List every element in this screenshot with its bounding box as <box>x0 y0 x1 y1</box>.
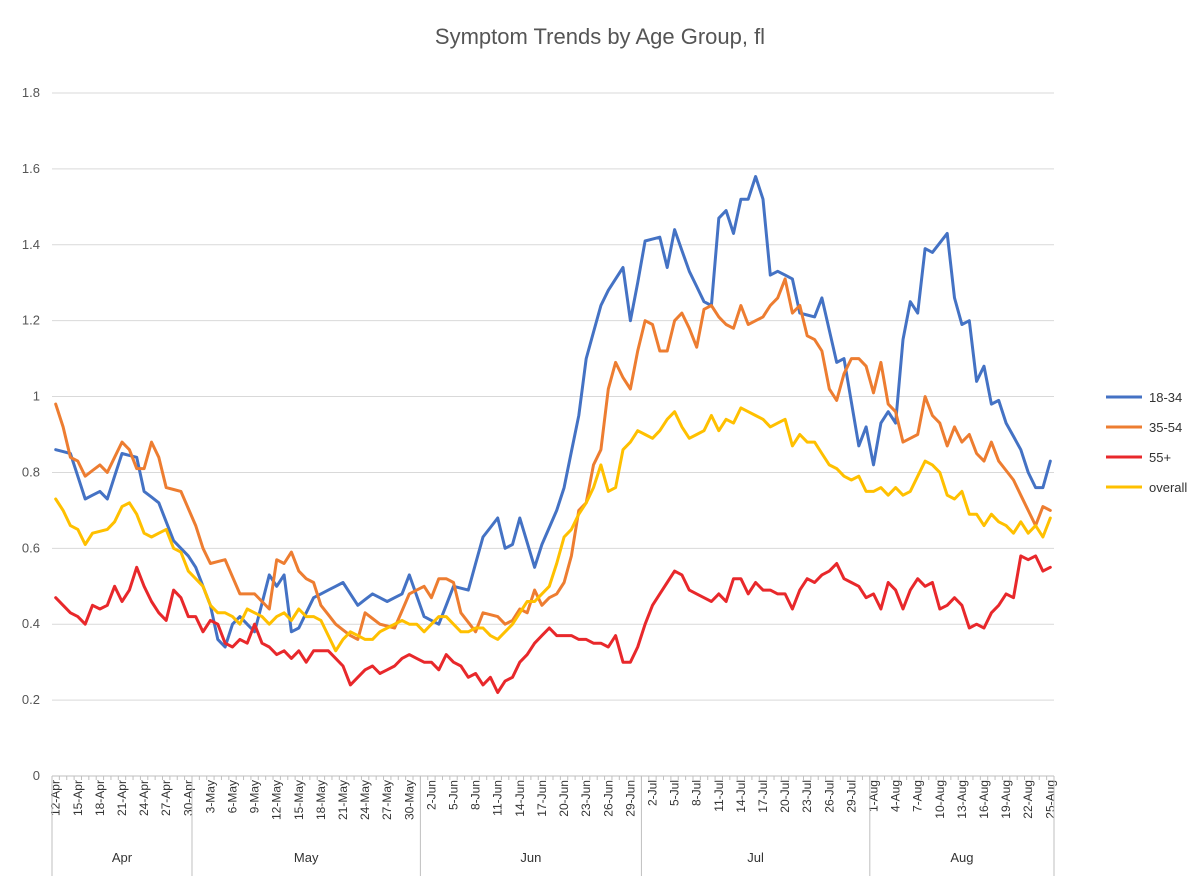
x-tick-label: 24-Apr <box>137 780 151 816</box>
x-tick-label: 17-Jun <box>535 780 549 817</box>
series-line-18-34 <box>54 175 1052 649</box>
legend-label-18-34: 18-34 <box>1149 390 1182 405</box>
x-tick-label: 21-Apr <box>115 780 129 816</box>
x-tick-label: 5-Jul <box>668 780 682 806</box>
x-tick-label: 5-Jun <box>447 780 461 810</box>
x-tick-label: 18-May <box>314 780 328 820</box>
x-tick-label: 9-May <box>248 780 262 813</box>
x-tick-label: 16-Aug <box>977 780 991 819</box>
x-tick-label: 8-Jul <box>690 780 704 806</box>
y-tick-label: 0 <box>33 768 40 783</box>
x-tick-label: 27-Apr <box>159 780 173 816</box>
x-tick-label: 17-Jul <box>756 780 770 813</box>
x-tick-label: 20-Jul <box>778 780 792 813</box>
x-tick-label: 15-Apr <box>71 780 85 816</box>
legend: 18-34 35-54 55+ overall <box>1106 390 1187 495</box>
chart-title: Symptom Trends by Age Group, fl <box>435 24 765 49</box>
series-line-35-54 <box>54 277 1052 641</box>
x-tick-label: 21-May <box>336 780 350 820</box>
series-lines <box>54 175 1052 694</box>
y-tick-label: 0.4 <box>22 616 40 631</box>
x-tick-label: 6-May <box>226 780 240 813</box>
x-tick-label: 30-May <box>402 780 416 820</box>
x-tick-label: 23-Jun <box>579 780 593 817</box>
x-tick-label: 14-Jun <box>513 780 527 817</box>
x-tick-label: 1-Aug <box>866 780 880 812</box>
x-tick-label: 18-Apr <box>93 780 107 816</box>
y-tick-label: 1.4 <box>22 237 40 252</box>
x-tick-label: 29-Jul <box>844 780 858 813</box>
y-tick-label: 1.8 <box>22 85 40 100</box>
legend-label-35-54: 35-54 <box>1149 420 1182 435</box>
x-tick-label: 26-Jun <box>601 780 615 817</box>
x-tick-label: 23-Jul <box>800 780 814 813</box>
series-line-55- <box>54 554 1052 694</box>
x-axis: 12-Apr 15-Apr 18-Apr 21-Apr 24-Apr 27-Apr 30-A… <box>49 775 1057 876</box>
y-tick-label: 1.6 <box>22 161 40 176</box>
series-line-overall <box>54 406 1052 653</box>
x-tick-label: 29-Jun <box>623 780 637 817</box>
x-tick-label: 24-May <box>358 780 372 820</box>
x-tick-label: 20-Jun <box>557 780 571 817</box>
x-tick-label: 4-Aug <box>889 780 903 812</box>
y-tick-label: 1.2 <box>22 313 40 328</box>
month-label: Aug <box>950 850 973 865</box>
legend-label-55-: 55+ <box>1149 450 1171 465</box>
y-tick-label: 0.2 <box>22 692 40 707</box>
x-tick-label: 26-Jul <box>822 780 836 813</box>
x-tick-label: 3-May <box>203 780 217 813</box>
month-label: Jun <box>520 850 541 865</box>
y-tick-label: 1 <box>33 389 40 404</box>
y-axis-tick-labels: 0 0.2 0.4 0.6 0.8 1 1.2 1.4 1.6 1.8 <box>22 85 40 783</box>
x-tick-label: 25-Aug <box>1043 780 1057 819</box>
x-tick-label: 19-Aug <box>999 780 1013 819</box>
x-tick-label: 2-Jul <box>645 780 659 806</box>
x-tick-label: 11-Jun <box>491 780 505 816</box>
month-label: May <box>294 850 319 865</box>
legend-label-overall: overall <box>1149 480 1187 495</box>
x-tick-label: 27-May <box>380 780 394 820</box>
x-tick-label: 14-Jul <box>734 780 748 813</box>
x-tick-label: 22-Aug <box>1021 780 1035 819</box>
x-tick-label: 8-Jun <box>469 780 483 810</box>
x-tick-label: 10-Aug <box>933 780 947 819</box>
month-label: Jul <box>747 850 764 865</box>
x-tick-label: 7-Aug <box>911 780 925 812</box>
x-tick-label: 2-Jun <box>424 780 438 810</box>
x-tick-label: 13-Aug <box>955 780 969 819</box>
x-tick-label: 12-Apr <box>49 780 63 816</box>
x-tick-label: 15-May <box>292 780 306 820</box>
x-tick-label: 11-Jul <box>712 780 726 812</box>
y-tick-label: 0.6 <box>22 540 40 555</box>
month-label: Apr <box>112 850 133 865</box>
x-tick-label: 30-Apr <box>181 780 195 816</box>
y-tick-label: 0.8 <box>22 464 40 479</box>
x-tick-label: 12-May <box>270 780 284 820</box>
